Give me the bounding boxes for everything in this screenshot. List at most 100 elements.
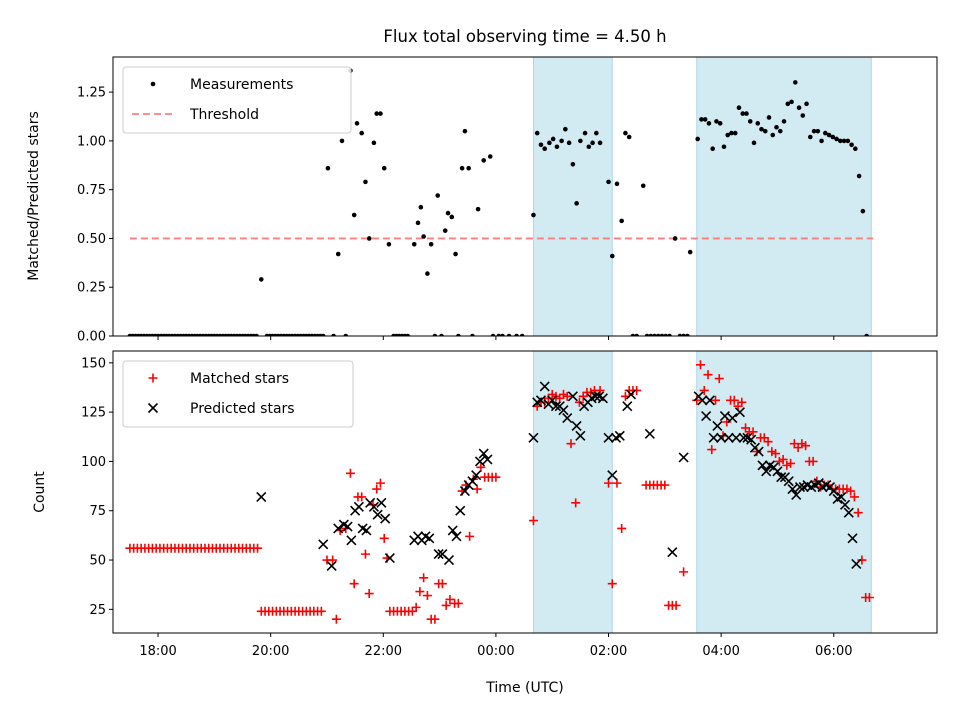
matched-point (771, 449, 781, 459)
measurement-point (800, 113, 806, 118)
matched-point (437, 579, 447, 589)
measurement-point (695, 136, 700, 142)
measurement-point (405, 333, 410, 336)
top-panel: 0.00 0.25 0.50 0.75 1.00 1.25 Measurements Thre… (77, 56, 938, 345)
measurement-point (418, 204, 424, 210)
predicted-point (550, 401, 562, 412)
measurement-point (736, 105, 742, 111)
measurement-point (445, 210, 451, 216)
measurement-point (254, 333, 259, 336)
predicted-point (614, 430, 625, 441)
predicted-point (753, 446, 764, 457)
measurement-point (781, 119, 787, 124)
bottom-panel: 25 50 75 100 125 150 18:00 20:00 22:00 00:00 02:00… (81, 350, 938, 659)
predicted-point (547, 395, 558, 406)
measurement-point (459, 165, 465, 171)
measurement-point (411, 242, 417, 247)
measurement-point (774, 124, 779, 130)
y-tick-label: 0.75 (77, 183, 106, 198)
measurement-point (652, 333, 657, 336)
x-tick-label: 20:00 (252, 644, 289, 659)
measurement-point (834, 136, 839, 142)
matched-point (357, 492, 367, 502)
matched-point (441, 600, 451, 610)
measurement-point (339, 138, 345, 144)
measurement-point (667, 333, 672, 336)
x-tick-label: 04:00 (702, 644, 739, 659)
measurement-point (578, 138, 583, 144)
measurement-point (470, 333, 475, 336)
measurement-point (614, 181, 620, 187)
measurement-point (320, 333, 326, 336)
measurement-point (860, 208, 866, 214)
measurement-point (538, 142, 544, 148)
measurement-point (563, 126, 568, 132)
matched-point (857, 555, 867, 565)
measurement-point (366, 236, 372, 241)
predicted-point (851, 558, 862, 570)
predicted-point (787, 483, 798, 495)
measurement-point (717, 121, 723, 126)
measurement-point (519, 333, 525, 336)
matched-point (419, 573, 429, 583)
predicted-point (716, 432, 727, 443)
y-tick-label: 25 (89, 603, 106, 618)
x-tick-label: 06:00 (815, 644, 852, 659)
measurement-point (466, 165, 471, 171)
measurement-point (785, 101, 791, 107)
measurement-point (655, 333, 661, 336)
predicted-point (333, 523, 344, 534)
predicted-point (746, 434, 757, 445)
predicted-point (776, 472, 787, 483)
matched-point (411, 602, 421, 612)
legend-box (122, 360, 354, 428)
measurement-point (811, 128, 817, 134)
chart-title: Flux total observing time = 4.50 h (383, 27, 666, 46)
predicted-point (256, 491, 267, 502)
predicted-point (342, 521, 353, 532)
predicted-point (697, 395, 708, 406)
measurement-point (687, 249, 693, 255)
matched-point (853, 508, 863, 518)
measurement-point (371, 140, 377, 146)
measurement-point (770, 132, 776, 138)
predicted-point (455, 505, 466, 516)
measurement-point (363, 179, 368, 185)
measurement-point (559, 138, 564, 144)
measurement-point (582, 130, 588, 136)
predicted-point (712, 420, 723, 432)
matched-point (671, 600, 681, 610)
matched-point (453, 598, 463, 608)
measurement-point (606, 179, 611, 185)
matched-point (345, 468, 355, 478)
observing-window-2 (696, 350, 872, 634)
measurement-point (747, 119, 753, 124)
x-tick-label: 00:00 (477, 644, 514, 659)
matched-point (364, 589, 374, 599)
measurement-point (732, 130, 738, 136)
predicted-point (535, 395, 547, 406)
predicted-point (482, 454, 493, 465)
measurement-point (428, 242, 434, 247)
predicted-point (443, 554, 455, 566)
measurement-point (586, 144, 592, 150)
measurement-point (570, 162, 576, 167)
measurement-point (841, 138, 847, 144)
matched-point (864, 593, 874, 603)
predicted-point (447, 525, 458, 536)
measurement-point (808, 134, 813, 140)
matched-point (595, 385, 605, 395)
predicted-point (843, 507, 854, 518)
matched-point (729, 395, 739, 405)
observing-window-2 (696, 56, 872, 337)
measurement-point (762, 128, 768, 134)
predicted-point (678, 452, 689, 463)
predicted-point (451, 531, 462, 542)
measurement-point (755, 121, 761, 126)
matched-point (422, 591, 432, 601)
top-y-axis-label: Matched/Predicted stars (26, 111, 42, 281)
measurement-point (335, 251, 341, 257)
observing-window-1 (532, 56, 613, 337)
measurement-point (258, 277, 264, 282)
